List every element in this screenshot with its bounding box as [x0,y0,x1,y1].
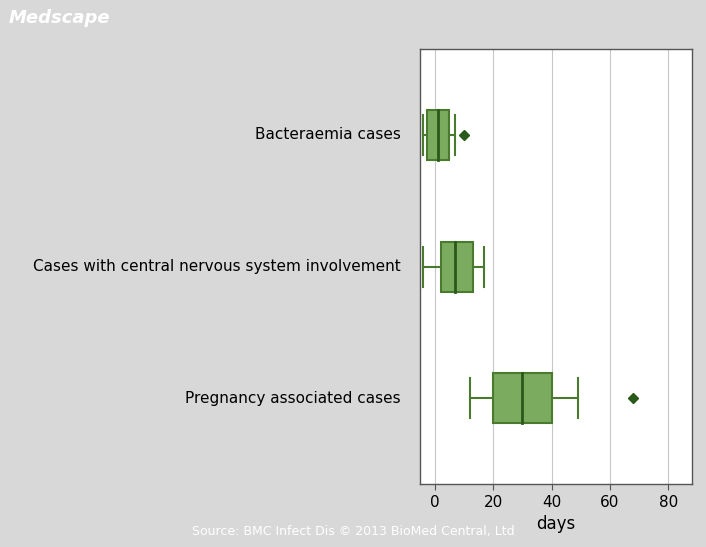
Bar [441,242,473,292]
Bar [427,110,449,160]
Bar [493,374,551,423]
Text: Source: BMC Infect Dis © 2013 BioMed Central, Ltd: Source: BMC Infect Dis © 2013 BioMed Cen… [192,526,514,538]
Text: Medscape: Medscape [8,9,110,27]
Text: Pregnancy associated cases: Pregnancy associated cases [185,391,401,406]
X-axis label: days: days [537,515,575,533]
Text: Bacteraemia cases: Bacteraemia cases [255,127,401,142]
Text: Cases with central nervous system involvement: Cases with central nervous system involv… [33,259,401,274]
